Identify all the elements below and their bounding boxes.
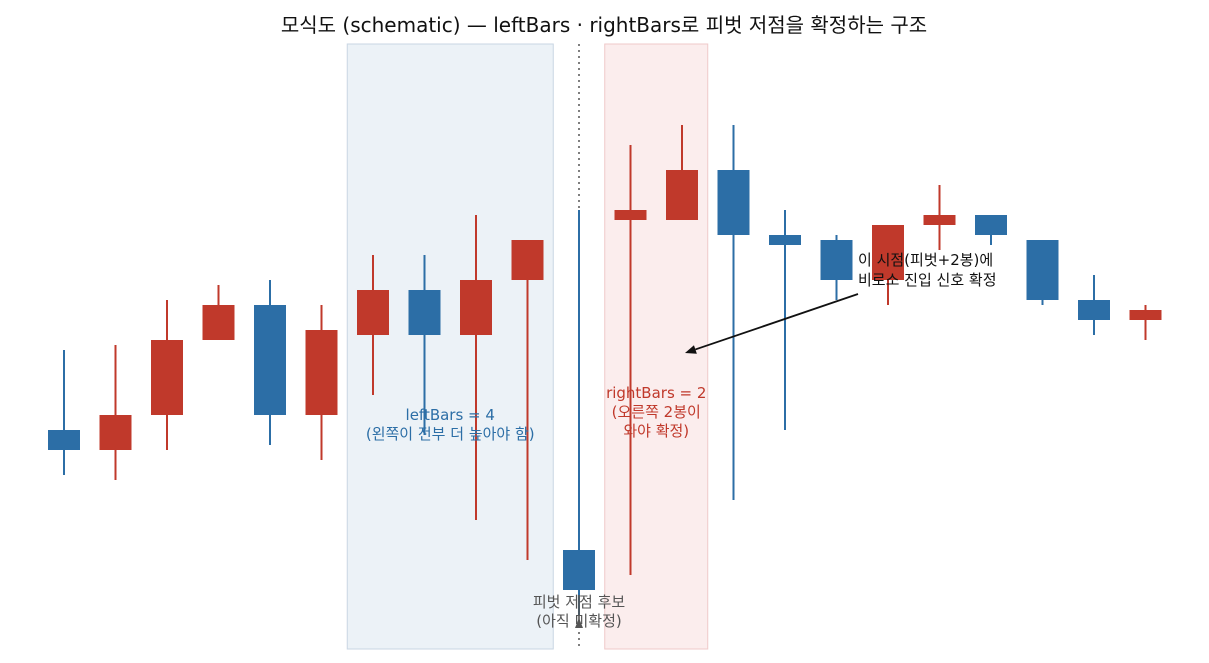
candle-body-down bbox=[975, 215, 1007, 235]
candle-body-up bbox=[305, 330, 338, 415]
candle-body-down bbox=[1026, 240, 1059, 300]
candle-body-down bbox=[1078, 300, 1110, 320]
candle-body-up bbox=[923, 215, 956, 225]
signal-annotation-line-1: 이 시점(피벗+2봉)에 bbox=[858, 251, 993, 269]
right-zone-label: rightBars = 2 bbox=[606, 384, 706, 402]
candle-body-down bbox=[769, 235, 801, 245]
candle-body-up bbox=[666, 170, 698, 220]
candle-body-down bbox=[408, 290, 441, 335]
pivot-annotation-line-2: (아직 미확정) bbox=[536, 612, 621, 630]
right-bars-zone bbox=[604, 43, 709, 650]
signal-annotation-line-2: 비로소 진입 신호 확정 bbox=[858, 271, 997, 289]
signal-arrow bbox=[695, 293, 859, 351]
left-zone-label: leftBars = 4 bbox=[406, 406, 495, 424]
candle-body-down bbox=[820, 240, 853, 280]
candle-body-down bbox=[254, 305, 286, 415]
candle-body-up bbox=[99, 415, 132, 450]
candle-body-up bbox=[151, 340, 183, 415]
candle-body-up bbox=[460, 280, 492, 335]
chart-title: 모식도 (schematic) — leftBars · rightBars로 … bbox=[281, 13, 927, 37]
candle-body-up bbox=[614, 210, 647, 220]
candle-body-up bbox=[872, 225, 904, 280]
candle-body-up bbox=[511, 240, 544, 280]
candle-body-up bbox=[202, 305, 235, 340]
candle-body-down bbox=[717, 170, 750, 235]
right-zone-sublabel-1: (오른쪽 2봉이 bbox=[612, 403, 701, 421]
candles-layer bbox=[48, 125, 1162, 615]
left-zone-sublabel: (왼쪽이 전부 더 높아야 함) bbox=[366, 425, 535, 443]
pivot-arrowhead bbox=[575, 618, 583, 628]
candle-body-down bbox=[563, 550, 595, 590]
candle-body-up bbox=[357, 290, 389, 335]
left-bars-zone bbox=[346, 43, 554, 650]
candle-body-up bbox=[1129, 310, 1162, 320]
right-zone-sublabel-2: 와야 확정) bbox=[623, 422, 689, 440]
zone-layer bbox=[346, 43, 709, 650]
candle-body-down bbox=[48, 430, 80, 450]
pivot-annotation-line-1: 피벗 저점 후보 bbox=[533, 593, 626, 611]
signal-arrowhead bbox=[685, 345, 697, 354]
